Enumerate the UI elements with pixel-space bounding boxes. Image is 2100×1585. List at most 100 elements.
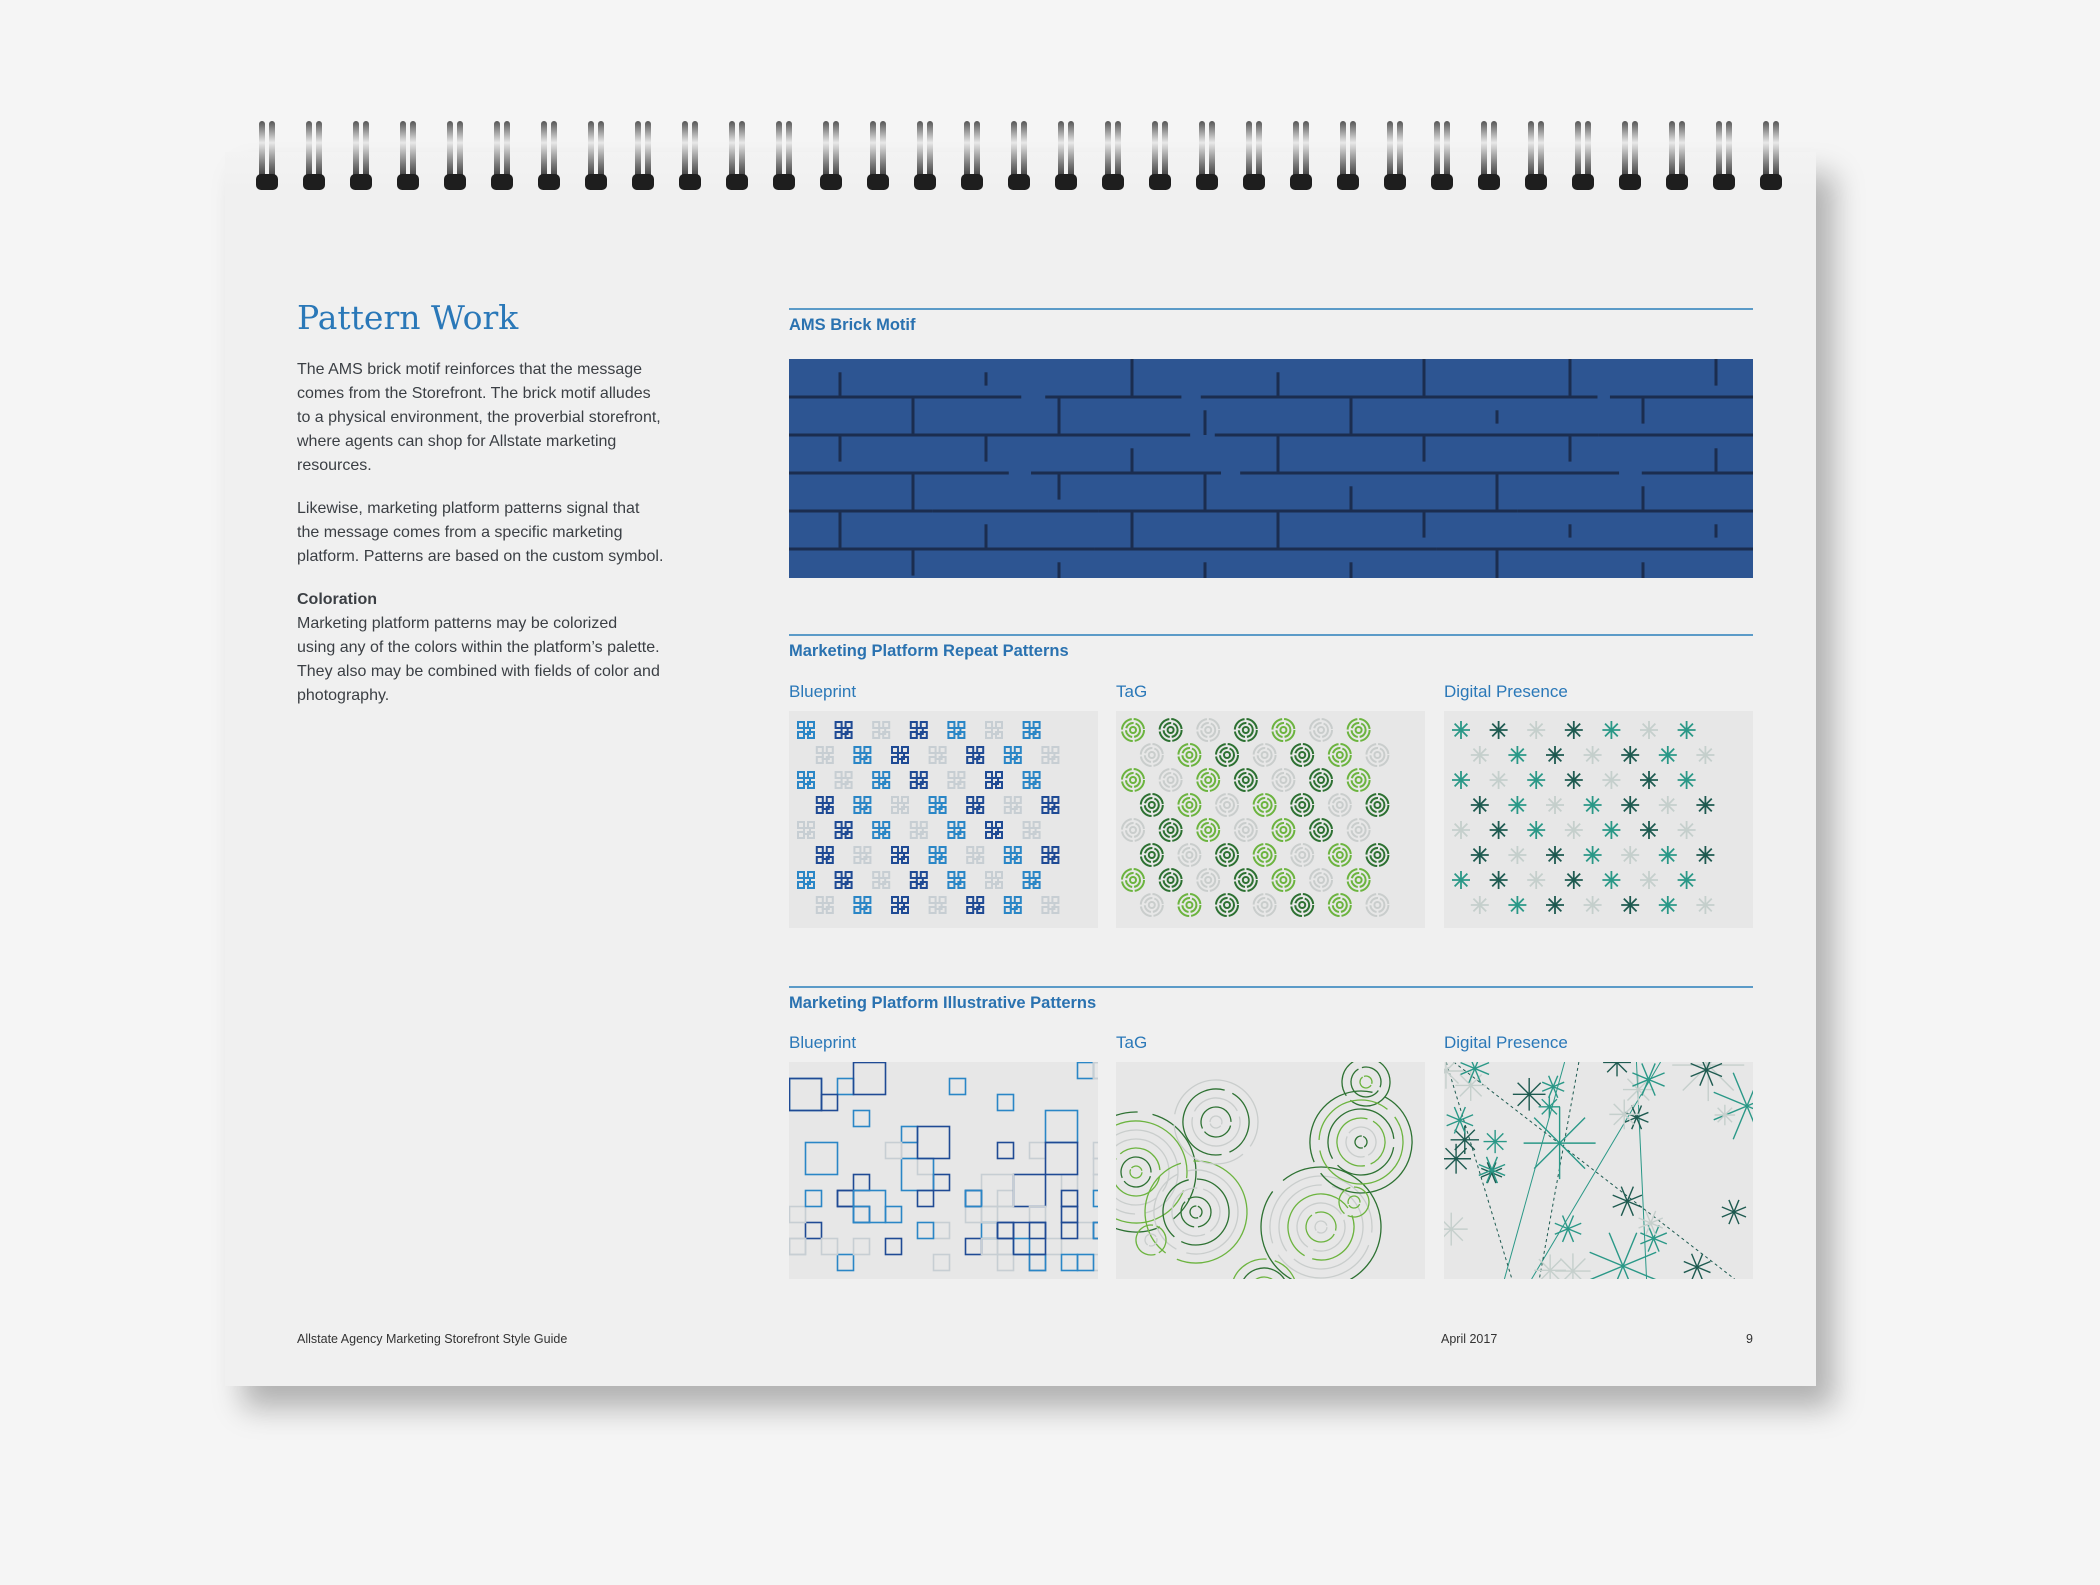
symbol-square <box>1003 896 1012 904</box>
symbol-ring <box>1129 776 1137 784</box>
symbol-ring <box>1317 726 1325 734</box>
tag-symbol <box>1158 768 1183 792</box>
symbol-spoke <box>1566 722 1581 738</box>
symbol-ring <box>1200 822 1217 838</box>
symbol-spoke <box>1660 747 1675 763</box>
asterisk-symbol <box>1658 896 1677 914</box>
asterisk-symbol <box>1677 821 1696 839</box>
tag-symbol <box>1309 818 1333 842</box>
spiral-coil <box>961 121 983 191</box>
blueprint-symbol <box>853 846 872 864</box>
tag-symbol <box>1290 893 1315 917</box>
brick-motif-image <box>789 359 1753 578</box>
outline-square <box>1044 1237 1063 1256</box>
symbol-ring <box>1252 793 1277 817</box>
symbol-ring <box>1125 822 1141 838</box>
blueprint-symbol <box>872 821 891 839</box>
symbol-ring <box>1317 826 1325 834</box>
outline-square <box>836 1253 855 1272</box>
symbol-ring <box>1275 822 1292 838</box>
blueprint-symbol <box>1022 871 1041 889</box>
outline-square <box>820 1237 839 1256</box>
outline-square <box>980 1237 999 1256</box>
symbol-center <box>1047 752 1056 760</box>
asterisk-symbol <box>1658 846 1677 864</box>
repeat-digital-presence-pattern <box>1444 711 1753 928</box>
outline-square <box>852 1109 871 1128</box>
symbol-ring <box>1219 897 1235 913</box>
outline-square <box>836 1189 855 1208</box>
spiral-coil <box>1619 121 1641 191</box>
text-line: Likewise, marketing platform patterns si… <box>297 500 640 517</box>
symbol-spoke <box>1472 797 1487 813</box>
symbol-center <box>1047 852 1056 860</box>
asterisk-symbol <box>1546 846 1564 864</box>
tag-symbol <box>1215 843 1239 867</box>
concentric-ring <box>1309 1090 1413 1194</box>
tag-symbol <box>1121 818 1145 842</box>
spiral-coil <box>1525 121 1547 191</box>
symbol-ring <box>1147 801 1156 809</box>
symbol-ring <box>1181 897 1198 913</box>
symbol-center <box>953 877 962 885</box>
tag-symbol <box>1365 793 1390 817</box>
symbol-ring <box>1125 772 1141 788</box>
symbol-spoke <box>1510 747 1525 763</box>
blueprint-symbol <box>985 821 1003 839</box>
tag-symbol <box>1139 793 1164 817</box>
tag-symbol <box>1196 768 1221 792</box>
symbol-square <box>985 771 993 779</box>
spiral-coil <box>303 121 325 191</box>
symbol-square <box>1051 846 1060 854</box>
symbol-ring <box>1331 847 1348 863</box>
symbol-square <box>853 796 862 804</box>
outline-square <box>916 1157 935 1176</box>
symbol-ring <box>1215 793 1239 817</box>
blueprint-symbol <box>853 746 872 764</box>
concentric-ring <box>1314 1220 1328 1234</box>
symbol-center <box>934 752 943 760</box>
symbol-ring <box>1354 876 1363 884</box>
symbol-ring <box>1129 726 1137 734</box>
symbol-center <box>1028 727 1037 735</box>
spiral-coil <box>1760 121 1782 191</box>
symbol-square <box>909 771 918 779</box>
symbol-ring <box>1309 818 1333 842</box>
outline-square <box>916 1221 935 1240</box>
symbol-ring <box>1298 851 1307 859</box>
tag-symbol <box>1327 743 1352 767</box>
concentric-ring <box>1120 1156 1152 1188</box>
symbol-spoke <box>1623 847 1638 863</box>
spiral-coil <box>491 121 513 191</box>
concentric-ring <box>1180 1196 1212 1228</box>
symbol-ring <box>1143 797 1160 813</box>
asterisk-symbol <box>1527 821 1546 839</box>
symbol-ring <box>1290 893 1315 917</box>
symbol-ring <box>1162 872 1179 888</box>
symbol-ring <box>1335 751 1344 759</box>
symbol-square <box>976 796 985 804</box>
asterisk-symbol <box>1508 796 1527 814</box>
spiral-coil <box>867 121 889 191</box>
outline-square <box>900 1141 919 1160</box>
symbol-ring <box>1158 818 1183 842</box>
symbol-square <box>863 896 872 904</box>
symbol-square <box>815 846 824 854</box>
symbol-spoke <box>1472 747 1487 763</box>
outline-square <box>996 1237 1015 1256</box>
asterisk-symbol <box>1546 746 1564 764</box>
blueprint-symbol <box>797 871 815 889</box>
outline-square <box>820 1093 839 1112</box>
asterisk-symbol <box>1583 746 1602 764</box>
blueprint-symbol <box>1041 796 1060 814</box>
symbol-ring <box>1373 751 1382 759</box>
asterisk-symbol <box>1621 796 1640 814</box>
illustrative-digital-presence-pattern <box>1444 1062 1753 1279</box>
outline-square <box>852 1062 887 1096</box>
blueprint-symbol <box>985 721 1003 739</box>
symbol-ring <box>1237 722 1254 738</box>
text-line: They also may be combined with fields of… <box>297 663 660 680</box>
symbol-center <box>934 852 943 860</box>
symbol-ring <box>1129 876 1137 884</box>
tag-symbol <box>1139 743 1164 767</box>
